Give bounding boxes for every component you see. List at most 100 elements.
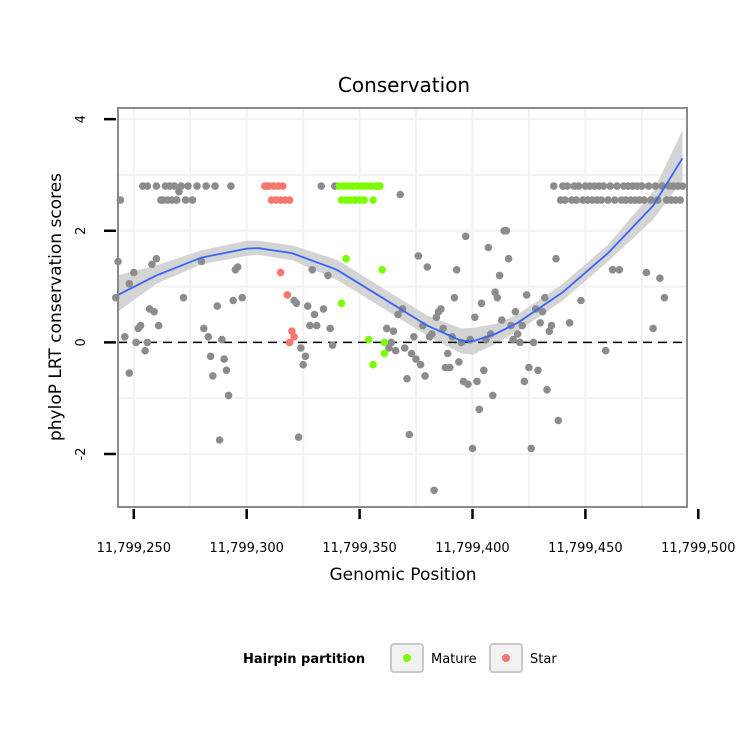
data-point — [606, 182, 614, 190]
data-point — [522, 291, 531, 299]
data-point — [218, 335, 226, 344]
plot-panel — [111, 107, 688, 508]
data-point — [599, 182, 608, 190]
data-point — [676, 196, 684, 204]
data-point — [516, 338, 524, 347]
data-point — [651, 182, 660, 190]
data-point — [136, 321, 145, 330]
data-point — [276, 268, 285, 277]
data-point — [376, 182, 384, 190]
data-point — [428, 330, 436, 338]
data-point — [382, 324, 391, 333]
data-point — [610, 196, 619, 204]
data-point — [297, 344, 305, 352]
y-axis: -2 0 2 4 — [74, 115, 116, 460]
data-point — [328, 341, 337, 350]
x-tick-label: 11,799,500 — [661, 541, 735, 556]
y-tick-label: 2 — [74, 227, 89, 235]
data-point — [430, 486, 438, 495]
data-point — [561, 196, 569, 204]
data-point — [493, 293, 502, 302]
data-point — [310, 310, 319, 319]
data-point — [511, 307, 520, 316]
data-point — [647, 196, 655, 204]
data-point — [407, 349, 416, 358]
data-point — [238, 293, 246, 302]
data-point — [224, 391, 233, 400]
data-point — [464, 380, 472, 389]
data-point — [143, 338, 152, 347]
smooth-trend-line — [117, 157, 684, 343]
data-point — [502, 227, 511, 235]
data-point — [172, 196, 181, 204]
series-star — [261, 182, 298, 347]
data-point — [391, 346, 400, 355]
data-point — [468, 444, 477, 453]
y-tick-label: -2 — [74, 448, 89, 461]
data-point — [324, 271, 332, 280]
data-point — [211, 182, 219, 190]
data-point — [527, 444, 535, 453]
legend-label-mature: Mature — [431, 652, 477, 667]
y-tick-label: 4 — [74, 115, 89, 123]
x-axis-title: Genomic Position — [329, 565, 476, 585]
data-point — [509, 335, 517, 344]
data-points — [111, 182, 687, 495]
data-point — [290, 333, 298, 341]
data-point — [536, 319, 544, 327]
data-point — [538, 307, 547, 316]
legend-swatch-mature — [403, 654, 411, 662]
data-point — [518, 321, 526, 330]
data-point — [364, 335, 373, 344]
data-point — [204, 333, 213, 341]
data-point — [484, 243, 493, 252]
x-tick-label: 11,799,400 — [435, 541, 509, 556]
data-point — [177, 182, 185, 190]
data-point — [306, 321, 314, 330]
data-point — [550, 182, 558, 190]
data-point — [678, 182, 687, 190]
data-point — [380, 349, 389, 358]
data-point — [394, 310, 402, 319]
data-point — [188, 196, 197, 204]
data-point — [529, 338, 538, 347]
data-point — [649, 324, 657, 333]
series-mature — [335, 182, 389, 369]
data-point — [154, 321, 163, 330]
data-point — [193, 182, 201, 190]
data-point — [229, 296, 237, 305]
data-point — [604, 196, 612, 204]
data-point — [197, 257, 206, 266]
data-point — [209, 372, 217, 380]
data-point — [132, 338, 140, 347]
data-point — [141, 346, 149, 355]
data-point — [125, 369, 134, 377]
data-point — [660, 293, 669, 302]
data-point — [572, 196, 581, 204]
data-point — [121, 333, 129, 341]
panel-border — [117, 107, 688, 508]
y-axis-title: phyloP LRT conservation scores — [46, 173, 66, 441]
data-point — [378, 266, 387, 274]
data-point — [504, 254, 513, 263]
data-point — [450, 293, 459, 302]
data-point — [461, 232, 470, 241]
data-point — [552, 254, 560, 263]
data-point — [489, 391, 497, 400]
data-point — [601, 346, 610, 355]
data-point — [439, 324, 447, 333]
data-point — [613, 182, 621, 190]
data-point — [152, 254, 161, 263]
data-point — [477, 299, 486, 308]
data-point — [401, 344, 409, 352]
data-point — [640, 196, 648, 204]
data-point — [148, 260, 156, 269]
data-point — [543, 386, 551, 394]
data-point — [443, 349, 452, 358]
data-point — [369, 360, 377, 369]
data-point — [410, 333, 418, 341]
data-point — [319, 305, 328, 313]
data-point — [534, 366, 542, 375]
data-point — [143, 182, 152, 190]
